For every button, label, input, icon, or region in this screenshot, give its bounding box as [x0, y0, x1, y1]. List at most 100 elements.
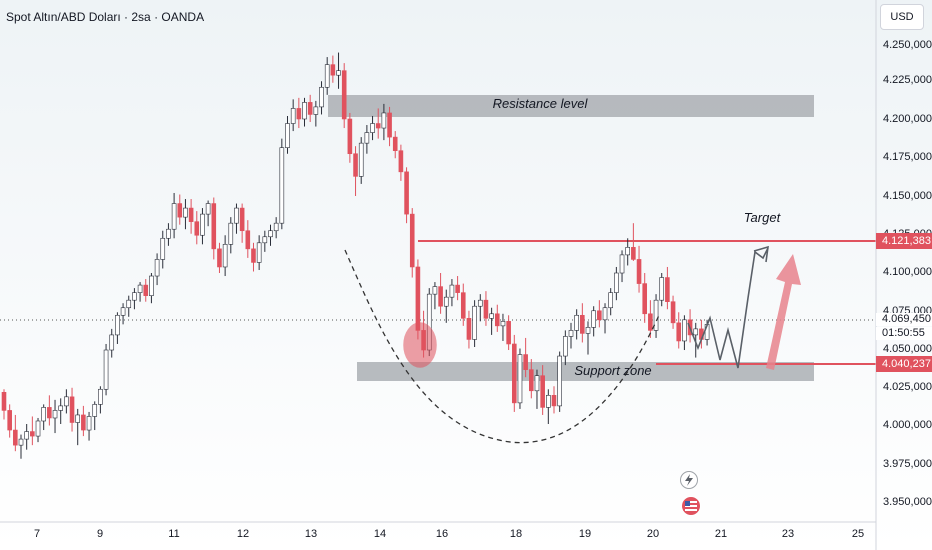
candle-body[interactable]: [18, 438, 24, 446]
candle-body[interactable]: [160, 237, 166, 260]
candle-body[interactable]: [222, 244, 228, 268]
candle-body[interactable]: [200, 213, 205, 236]
candle-body[interactable]: [341, 70, 347, 120]
candle-body[interactable]: [387, 112, 392, 138]
currency-button[interactable]: USD: [880, 4, 924, 30]
candle-body[interactable]: [597, 310, 602, 321]
candle-body[interactable]: [86, 416, 92, 431]
candle-body[interactable]: [143, 284, 149, 296]
candle-body[interactable]: [415, 266, 421, 331]
candle-body[interactable]: [381, 112, 387, 129]
candle-body[interactable]: [109, 334, 115, 351]
candle-body[interactable]: [149, 275, 154, 296]
candle-body[interactable]: [262, 236, 268, 244]
candle-body[interactable]: [279, 147, 285, 224]
candle-body[interactable]: [35, 420, 41, 437]
lightning-icon[interactable]: [680, 471, 698, 489]
candle-body[interactable]: [194, 221, 200, 236]
candle-body[interactable]: [245, 230, 251, 250]
candle-body[interactable]: [166, 228, 171, 239]
candle-body[interactable]: [92, 404, 98, 417]
candle-body[interactable]: [642, 283, 648, 315]
candle-body[interactable]: [217, 248, 222, 268]
candle-body[interactable]: [211, 203, 217, 250]
candle-body[interactable]: [375, 123, 381, 129]
candle-body[interactable]: [460, 292, 466, 319]
candle-body[interactable]: [489, 313, 494, 319]
candle-body[interactable]: [137, 284, 143, 293]
candle-body[interactable]: [370, 123, 375, 133]
candle-body[interactable]: [256, 242, 262, 263]
symbol-title[interactable]: Spot Altın/ABD Doları · 2sa · OANDA: [6, 10, 205, 24]
candle-body[interactable]: [574, 314, 579, 331]
candle-body[interactable]: [614, 272, 619, 293]
candle-body[interactable]: [120, 307, 126, 316]
candle-body[interactable]: [631, 247, 636, 260]
candle-body[interactable]: [517, 354, 523, 404]
last-price-badge[interactable]: 4.069,450: [876, 313, 932, 326]
candle-body[interactable]: [506, 321, 511, 345]
candle-body[interactable]: [557, 355, 562, 407]
candle-body[interactable]: [251, 248, 256, 263]
candle-body[interactable]: [1, 391, 7, 411]
candle-body[interactable]: [546, 395, 551, 408]
candle-body[interactable]: [319, 86, 324, 108]
candle-body[interactable]: [324, 64, 330, 88]
candle-body[interactable]: [619, 254, 625, 274]
candle-body[interactable]: [103, 349, 109, 390]
support-price-badge[interactable]: 4.040,237: [876, 356, 932, 372]
candle-body[interactable]: [234, 207, 239, 224]
candle-body[interactable]: [171, 203, 177, 230]
candle-body[interactable]: [41, 407, 46, 422]
candle-body[interactable]: [477, 299, 483, 307]
candle-body[interactable]: [81, 414, 86, 431]
candle-body[interactable]: [188, 207, 194, 222]
candle-body[interactable]: [585, 327, 591, 334]
candle-body[interactable]: [205, 203, 211, 215]
candle-body[interactable]: [665, 277, 670, 303]
target-price-badge[interactable]: 4.121,383: [876, 233, 932, 249]
candle-body[interactable]: [273, 222, 279, 232]
candle-body[interactable]: [30, 431, 35, 437]
candle-body[interactable]: [591, 310, 596, 328]
candle-body[interactable]: [648, 313, 653, 331]
candle-body[interactable]: [353, 153, 358, 177]
candle-body[interactable]: [455, 284, 460, 293]
candle-body[interactable]: [659, 277, 665, 301]
candle-body[interactable]: [682, 319, 687, 342]
candle-body[interactable]: [523, 354, 528, 370]
candle-body[interactable]: [540, 375, 545, 408]
candle-body[interactable]: [228, 222, 234, 245]
us-flag-icon[interactable]: [681, 496, 701, 516]
candle-body[interactable]: [438, 286, 443, 307]
candle-body[interactable]: [432, 286, 438, 295]
candle-body[interactable]: [183, 207, 188, 218]
candle-body[interactable]: [24, 431, 29, 440]
candle-body[interactable]: [602, 307, 608, 321]
candle-body[interactable]: [580, 314, 585, 334]
candle-body[interactable]: [64, 396, 69, 407]
candle-body[interactable]: [13, 429, 18, 446]
candle-body[interactable]: [132, 292, 137, 301]
candle-body[interactable]: [404, 171, 409, 215]
candle-body[interactable]: [500, 321, 506, 327]
candle-body[interactable]: [296, 108, 302, 120]
candle-body[interactable]: [693, 328, 699, 336]
candle-body[interactable]: [154, 259, 160, 277]
candle-body[interactable]: [398, 150, 404, 173]
candle-body[interactable]: [52, 410, 58, 419]
candle-body[interactable]: [75, 414, 81, 423]
candle-body[interactable]: [313, 106, 319, 115]
candle-body[interactable]: [483, 299, 489, 319]
candle-body[interactable]: [551, 395, 557, 407]
candle-body[interactable]: [511, 343, 517, 404]
candle-body[interactable]: [69, 396, 75, 423]
candle-body[interactable]: [563, 336, 568, 357]
candle-body[interactable]: [670, 301, 676, 324]
candle-body[interactable]: [529, 369, 534, 392]
candle-body[interactable]: [336, 70, 341, 76]
candle-body[interactable]: [443, 296, 449, 307]
candle-body[interactable]: [126, 299, 132, 309]
candle-body[interactable]: [472, 305, 477, 340]
